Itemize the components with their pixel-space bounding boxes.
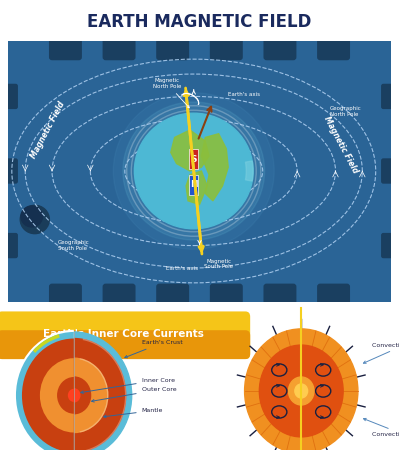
Wedge shape <box>33 334 60 353</box>
Polygon shape <box>171 130 209 171</box>
FancyBboxPatch shape <box>0 84 18 109</box>
FancyBboxPatch shape <box>156 284 189 305</box>
FancyBboxPatch shape <box>381 233 399 258</box>
Circle shape <box>113 93 274 249</box>
Circle shape <box>245 329 358 450</box>
FancyBboxPatch shape <box>210 36 243 60</box>
Wedge shape <box>22 338 74 450</box>
Circle shape <box>295 384 308 398</box>
Wedge shape <box>14 330 74 450</box>
Text: Earth's axis: Earth's axis <box>228 92 260 97</box>
Circle shape <box>20 205 49 234</box>
Circle shape <box>288 377 314 405</box>
FancyBboxPatch shape <box>381 84 399 109</box>
Polygon shape <box>186 171 207 205</box>
Wedge shape <box>68 389 74 402</box>
Wedge shape <box>245 161 253 181</box>
Wedge shape <box>16 332 74 450</box>
FancyBboxPatch shape <box>0 158 18 184</box>
FancyBboxPatch shape <box>0 330 250 359</box>
Polygon shape <box>201 134 228 201</box>
FancyBboxPatch shape <box>103 284 136 305</box>
Circle shape <box>123 102 265 240</box>
Text: Outer Core: Outer Core <box>92 387 176 402</box>
Circle shape <box>134 113 253 229</box>
Text: Earth's Inner Core Currents: Earth's Inner Core Currents <box>43 329 204 339</box>
Wedge shape <box>40 358 74 432</box>
Circle shape <box>16 332 132 450</box>
Text: Earth's axis: Earth's axis <box>166 266 198 271</box>
Text: EARTH MAGNETIC FIELD: EARTH MAGNETIC FIELD <box>87 13 312 31</box>
Text: Magnetic Field: Magnetic Field <box>30 100 67 160</box>
Text: S: S <box>190 154 197 163</box>
Text: Geographic
South Pole: Geographic South Pole <box>58 240 89 251</box>
Text: Geographic
North Pole: Geographic North Pole <box>330 106 361 117</box>
Circle shape <box>21 206 42 227</box>
Circle shape <box>68 389 80 402</box>
Circle shape <box>40 358 108 432</box>
FancyBboxPatch shape <box>189 148 198 169</box>
Text: Mantle: Mantle <box>104 408 163 418</box>
Text: Axis of Rotation: Axis of Rotation <box>0 449 1 450</box>
FancyBboxPatch shape <box>0 233 18 258</box>
FancyBboxPatch shape <box>49 36 82 60</box>
Text: Magnetic
South Pole: Magnetic South Pole <box>204 259 233 270</box>
FancyBboxPatch shape <box>189 175 198 195</box>
FancyBboxPatch shape <box>317 284 350 305</box>
FancyBboxPatch shape <box>49 284 82 305</box>
FancyBboxPatch shape <box>103 36 136 60</box>
Text: Magnetic
North Pole: Magnetic North Pole <box>153 78 190 108</box>
Wedge shape <box>57 377 74 414</box>
Text: Convection Currents: Convection Currents <box>363 342 399 363</box>
Circle shape <box>259 345 343 437</box>
FancyBboxPatch shape <box>0 311 250 359</box>
FancyBboxPatch shape <box>2 35 397 307</box>
FancyBboxPatch shape <box>263 36 296 60</box>
FancyBboxPatch shape <box>317 36 350 60</box>
Circle shape <box>22 338 126 450</box>
Text: Convection Currents: Convection Currents <box>363 418 399 437</box>
Text: Inner Core: Inner Core <box>81 378 175 393</box>
Text: Earth's Crust: Earth's Crust <box>125 340 182 358</box>
Text: Magnetic Field: Magnetic Field <box>322 115 360 175</box>
Circle shape <box>57 377 91 414</box>
FancyBboxPatch shape <box>263 284 296 305</box>
FancyBboxPatch shape <box>156 36 189 60</box>
Text: N: N <box>190 180 198 189</box>
FancyBboxPatch shape <box>381 158 399 184</box>
Text: Magnetic Field: Magnetic Field <box>0 449 1 450</box>
FancyBboxPatch shape <box>210 284 243 305</box>
